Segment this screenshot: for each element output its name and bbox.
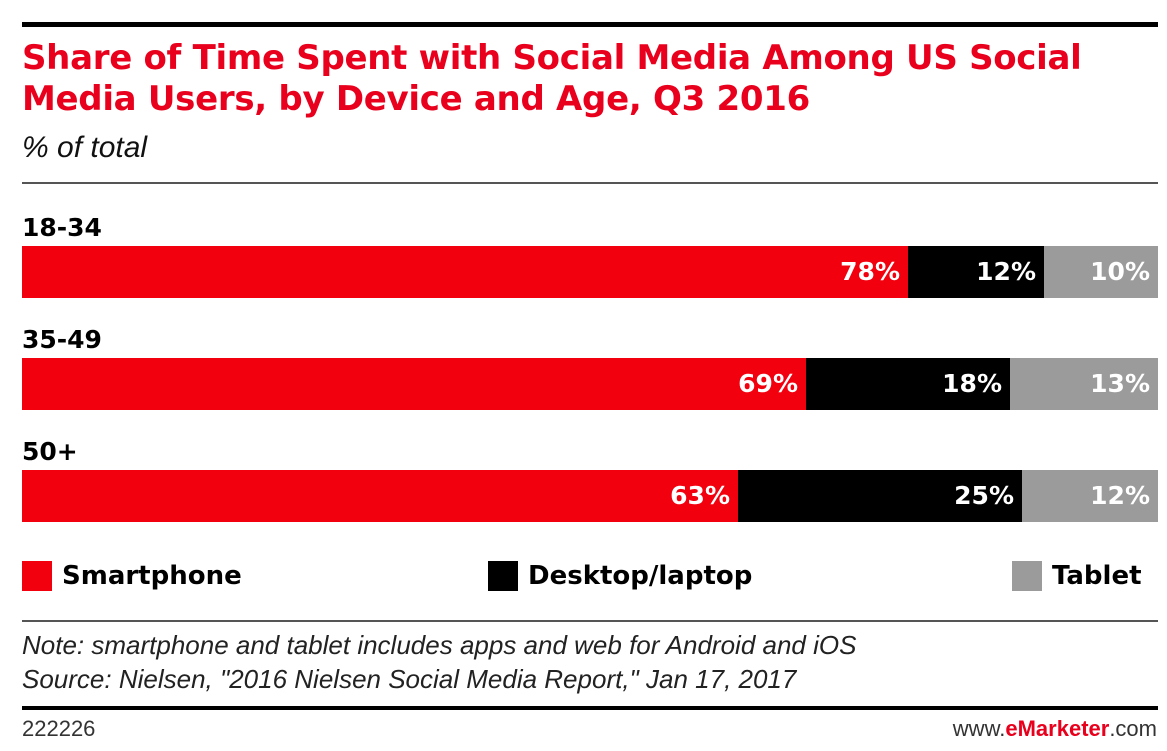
data-label-tablet: 12%: [1090, 481, 1150, 510]
bar-segment-smartphone: [22, 470, 738, 522]
bar-segment-desktop: [806, 358, 1010, 410]
legend-swatch-desktop: [488, 561, 518, 591]
legend-item-desktop: Desktop/laptop: [488, 560, 752, 592]
data-label-smartphone: 69%: [738, 369, 798, 398]
subtitle-rule: [22, 182, 1158, 184]
site-suffix: .com: [1109, 716, 1157, 741]
bar-row: 78% 12% 10%: [22, 246, 1158, 298]
legend-item-tablet: Tablet: [1012, 560, 1142, 592]
legend-swatch-smartphone: [22, 561, 52, 591]
bar-segment-smartphone: [22, 246, 908, 298]
chart-title: Share of Time Spent with Social Media Am…: [22, 38, 1082, 119]
bar-segment-tablet: [1022, 470, 1158, 522]
bottom-rule: [22, 706, 1158, 710]
chart-id: 222226: [22, 716, 96, 741]
bar-row: 69% 18% 13%: [22, 358, 1158, 410]
bar-segment-desktop: [908, 246, 1044, 298]
chart-source: Source: Nielsen, "2016 Nielsen Social Me…: [22, 664, 797, 694]
group-label-35-49: 35-49: [22, 325, 102, 354]
data-label-desktop: 18%: [942, 369, 1002, 398]
chart-note: Note: smartphone and tablet includes app…: [22, 630, 857, 660]
legend-label-smartphone: Smartphone: [62, 561, 242, 591]
site-prefix: www.: [952, 716, 1006, 741]
data-label-desktop: 25%: [954, 481, 1014, 510]
chart-subtitle: % of total: [22, 131, 148, 164]
bar-segment-smartphone: [22, 358, 806, 410]
data-label-tablet: 13%: [1090, 369, 1150, 398]
data-label-desktop: 12%: [976, 257, 1036, 286]
group-label-18-34: 18-34: [22, 213, 102, 242]
top-rule: [22, 22, 1158, 27]
site-url[interactable]: www.eMarketer.com: [953, 716, 1157, 742]
legend-swatch-tablet: [1012, 561, 1042, 591]
bar-segment-tablet: [1010, 358, 1158, 410]
bar-row: 63% 25% 12%: [22, 470, 1158, 522]
legend-item-smartphone: Smartphone: [22, 560, 242, 592]
data-label-smartphone: 63%: [670, 481, 730, 510]
bar-segment-desktop: [738, 470, 1022, 522]
legend-rule: [22, 620, 1158, 622]
data-label-tablet: 10%: [1090, 257, 1150, 286]
group-label-50plus: 50+: [22, 437, 78, 466]
data-label-smartphone: 78%: [840, 257, 900, 286]
legend-label-tablet: Tablet: [1052, 561, 1142, 591]
bar-segment-tablet: [1044, 246, 1158, 298]
legend-label-desktop: Desktop/laptop: [528, 561, 753, 591]
site-brand: eMarketer: [1005, 716, 1110, 741]
